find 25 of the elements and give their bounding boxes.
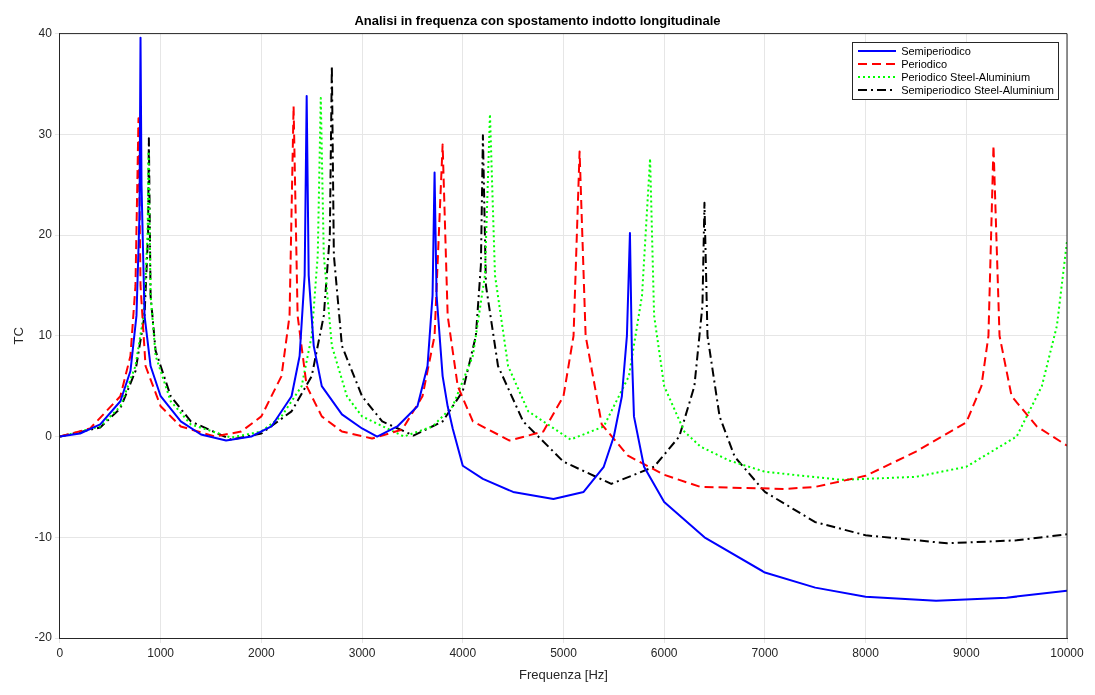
x-tick-label: 8000	[852, 645, 880, 660]
x-tick-label: 1000	[147, 645, 175, 660]
y-tick-label: 0	[45, 428, 53, 443]
y-tick-label: 20	[38, 227, 53, 242]
x-tick-label: 4000	[449, 645, 477, 660]
x-tick-label: 9000	[952, 645, 980, 660]
chart-title: Analisi in frequenza con spostamento indotto longitudinale	[354, 13, 721, 29]
x-tick-label: 2000	[248, 645, 276, 660]
y-tick-label: -10	[34, 529, 53, 544]
x-tick-label: 10000	[1050, 645, 1085, 660]
y-tick-label: -20	[34, 630, 53, 645]
x-tick-label: 0	[56, 645, 64, 660]
legend-label: Semiperiodico Steel-Aluminium	[901, 83, 1054, 97]
y-tick-label: 30	[38, 126, 53, 141]
legend-label: Semiperiodico	[901, 44, 971, 58]
legend-label: Periodico	[901, 57, 948, 71]
x-tick-label: 6000	[650, 645, 678, 660]
x-tick-label: 3000	[348, 645, 376, 660]
y-tick-label: 40	[38, 25, 53, 40]
x-tick-label: 7000	[751, 645, 779, 660]
y-axis-title: TC	[11, 327, 27, 345]
x-axis-title: Frequenza [Hz]	[519, 666, 608, 682]
x-tick-label: 5000	[550, 645, 578, 660]
y-tick-label: 10	[38, 328, 53, 343]
legend-label: Periodico Steel-Aluminium	[901, 70, 1031, 84]
